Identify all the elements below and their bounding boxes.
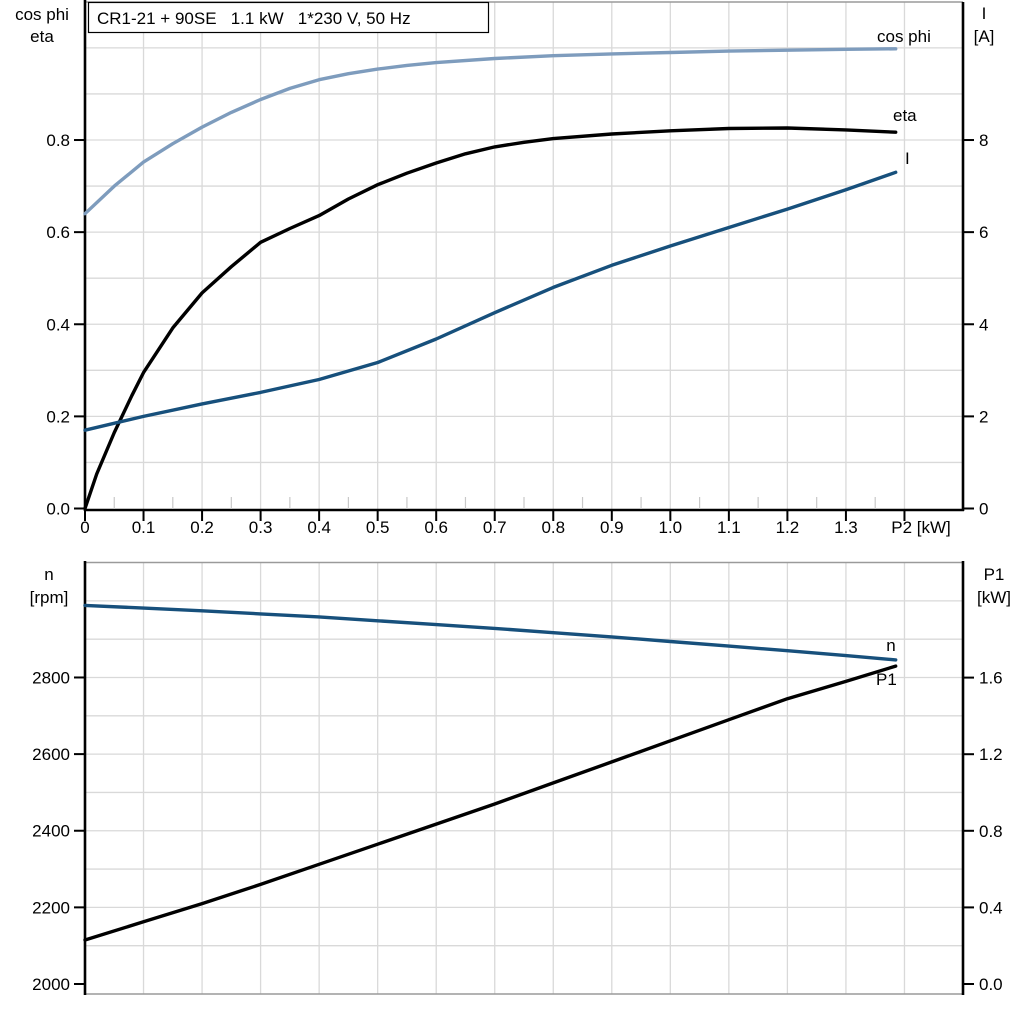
- chart-title-box: [87, 1, 490, 34]
- top-x-ticks: 0 0.1 0.2 0.3 0.4 0.5 0.6 0.7 0.8 0.9 1.0 1.1 1.2 1.3…: [80, 497, 951, 537]
- x-tick-label: 1.1: [717, 518, 741, 537]
- x-tick-label: 1.3: [834, 518, 858, 537]
- top-right-ticks: 0 2 4 6 8: [963, 131, 988, 519]
- left-tick-label: 2600: [32, 745, 70, 764]
- x-tick-label: 0.9: [600, 518, 624, 537]
- curve-label-eta: eta: [893, 106, 917, 125]
- x-tick-label: 0.4: [307, 518, 331, 537]
- left-tick-label: 0.4: [46, 315, 70, 334]
- x-tick-label: 0.6: [424, 518, 448, 537]
- x-tick-label: 0.3: [249, 518, 273, 537]
- bottom-right-axis-title-line2: [kW]: [977, 588, 1011, 607]
- curve-current: [83, 170, 898, 432]
- x-axis-unit-label: P2 [kW]: [891, 518, 951, 537]
- top-left-axis-title-line1: cos phi: [15, 5, 69, 24]
- right-tick-label: 6: [979, 223, 988, 242]
- x-tick-label: 0.7: [483, 518, 507, 537]
- top-left-axis-title-line2: eta: [30, 27, 54, 46]
- curve-label-cos-phi: cos phi: [877, 27, 931, 46]
- left-tick-label: 0.8: [46, 131, 70, 150]
- left-tick-label: 2800: [32, 668, 70, 687]
- top-left-ticks: 0.0 0.2 0.4 0.6 0.8: [46, 131, 85, 519]
- bottom-chart: 2000 2200 2400 2600 2800 0.0 0.4 0.8 1.2 1.6 n […: [30, 561, 1011, 995]
- bottom-left-ticks: 2000 2200 2400 2600 2800: [32, 668, 85, 994]
- right-tick-label: 2: [979, 407, 988, 426]
- x-tick-label: 0.1: [132, 518, 156, 537]
- top-right-axis-title-line1: I: [982, 4, 987, 23]
- left-tick-label: 0.0: [46, 500, 70, 519]
- right-tick-label: 0: [979, 500, 988, 519]
- bottom-grid: [85, 563, 963, 994]
- curve-label-current: I: [905, 149, 910, 168]
- x-tick-label: 0.2: [190, 518, 214, 537]
- bottom-left-axis-title-line1: n: [44, 565, 53, 584]
- top-right-axis-title-line2: [A]: [974, 27, 995, 46]
- left-tick-label: 2400: [32, 822, 70, 841]
- right-tick-label: 8: [979, 131, 988, 150]
- chart-title: CR1-21 + 90SE 1.1 kW 1*230 V, 50 Hz: [97, 9, 411, 28]
- left-tick-label: 0.2: [46, 407, 70, 426]
- right-tick-label: 1.2: [979, 745, 1003, 764]
- bottom-left-axis-title-line2: [rpm]: [30, 588, 69, 607]
- left-tick-label: 2000: [32, 975, 70, 994]
- x-tick-label: 1.2: [776, 518, 800, 537]
- top-chart: 0 0.1 0.2 0.3 0.4 0.5 0.6 0.7 0.8 0.9 1.0 1.1 1.2 1.3…: [15, 0, 994, 537]
- right-tick-label: 0.8: [979, 822, 1003, 841]
- right-tick-label: 1.6: [979, 669, 1003, 688]
- x-tick-label: 0.8: [541, 518, 565, 537]
- curve-label-speed: n: [886, 636, 895, 655]
- x-tick-label: 0: [80, 518, 89, 537]
- top-grid: [85, 2, 963, 509]
- curve-eta: [83, 126, 898, 511]
- left-tick-label: 2200: [32, 898, 70, 917]
- right-tick-label: 0.4: [979, 898, 1003, 917]
- bottom-right-ticks: 0.0 0.4 0.8 1.2 1.6: [963, 669, 1003, 994]
- x-tick-label: 0.5: [366, 518, 390, 537]
- curve-label-p1: P1: [876, 670, 897, 689]
- x-tick-label: 1.0: [659, 518, 683, 537]
- curve-speed: [83, 603, 898, 662]
- curve-p1: [83, 664, 898, 942]
- right-tick-label: 0.0: [979, 975, 1003, 994]
- left-tick-label: 0.6: [46, 223, 70, 242]
- curve-cos-phi: [83, 47, 898, 216]
- right-tick-label: 4: [979, 315, 988, 334]
- bottom-right-axis-title-line1: P1: [984, 565, 1005, 584]
